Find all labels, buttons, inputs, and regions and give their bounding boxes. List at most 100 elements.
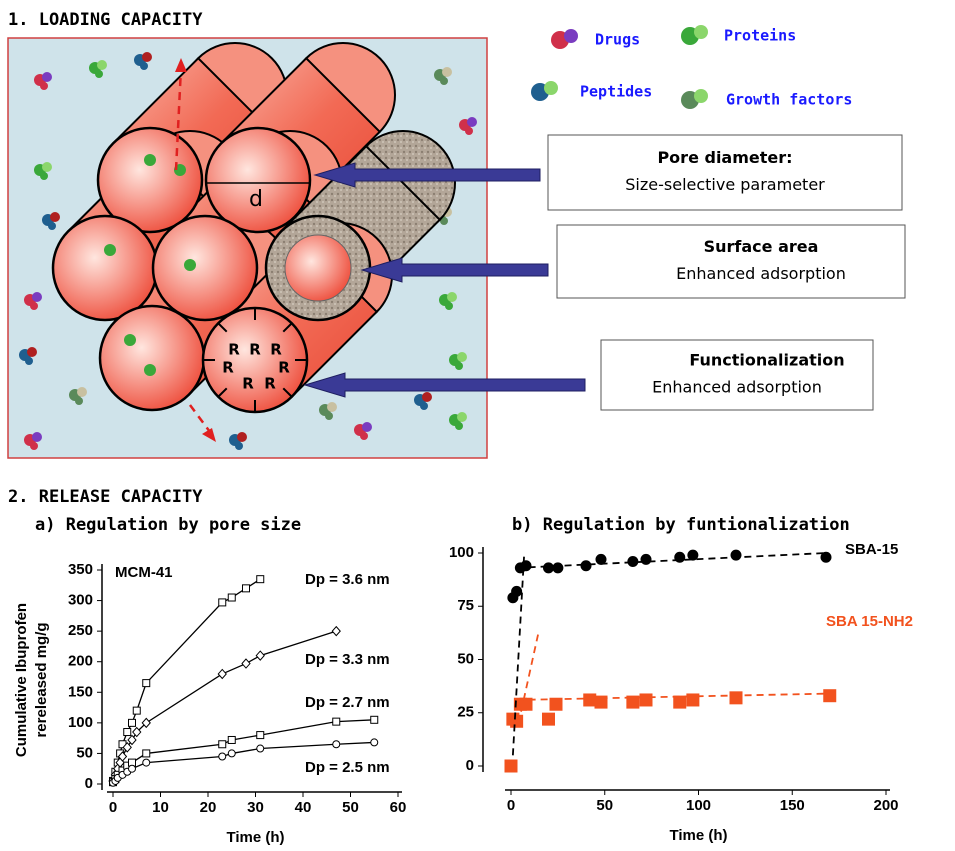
x-tick-label: 200 xyxy=(873,797,898,814)
y-tick-label: 75 xyxy=(457,597,474,614)
pore-end xyxy=(153,216,257,320)
y-tick-label: 250 xyxy=(68,622,93,639)
callout-title: Pore diameter: xyxy=(657,148,792,167)
pore-inner xyxy=(285,235,351,301)
molecule xyxy=(457,412,467,422)
molecule xyxy=(467,117,477,127)
marker xyxy=(584,694,596,706)
molecule xyxy=(40,82,48,90)
legend-icon xyxy=(544,81,558,95)
series-label: SBA-15 xyxy=(845,541,898,558)
section-title: 1. LOADING CAPACITY xyxy=(8,10,203,30)
marker xyxy=(730,692,742,704)
molecule xyxy=(32,432,42,442)
marker xyxy=(628,557,638,567)
molecule xyxy=(422,392,432,402)
marker xyxy=(124,729,131,736)
marker xyxy=(505,760,517,772)
molecule xyxy=(42,72,52,82)
x-tick-label: 50 xyxy=(342,799,359,816)
legend-label: Proteins xyxy=(724,27,796,45)
y-tick-label: 25 xyxy=(457,704,474,721)
series-label: Dp = 2.5 nm xyxy=(305,759,390,776)
series-line xyxy=(113,579,260,781)
x-tick-label: 30 xyxy=(247,799,264,816)
x-tick-label: 40 xyxy=(295,799,312,816)
molecule xyxy=(95,70,103,78)
y-tick-label: 100 xyxy=(449,544,474,561)
molecule xyxy=(124,334,136,346)
callout-text: Enhanced adsorption xyxy=(652,378,822,397)
legend-label: Growth factors xyxy=(726,91,852,109)
r-label: R xyxy=(249,341,261,359)
marker xyxy=(228,736,235,743)
r-label: R xyxy=(228,341,240,359)
molecule xyxy=(97,60,107,70)
marker xyxy=(512,586,522,596)
marker xyxy=(218,669,226,678)
molecule xyxy=(455,422,463,430)
page: 1. LOADING CAPACITY dRRRRRRR 2. RELEASE … xyxy=(0,0,955,851)
section-title: 2. RELEASE CAPACITY xyxy=(8,487,203,507)
r-label: R xyxy=(270,341,282,359)
marker xyxy=(228,594,235,601)
molecule xyxy=(42,162,52,172)
pore-label: d xyxy=(249,187,263,212)
pore-end xyxy=(100,306,204,410)
y-tick-label: 0 xyxy=(85,775,93,792)
x-tick-label: 0 xyxy=(507,797,515,814)
marker xyxy=(824,690,836,702)
molecule xyxy=(325,412,333,420)
r-label: R xyxy=(278,359,290,377)
fit-line xyxy=(517,553,826,568)
callout-box xyxy=(557,225,905,298)
marker xyxy=(256,651,264,660)
marker xyxy=(333,741,340,748)
molecule xyxy=(30,302,38,310)
r-label: R xyxy=(264,375,276,393)
callout-title: Functionalization xyxy=(689,351,844,370)
marker xyxy=(332,627,340,636)
molecule xyxy=(237,432,247,442)
marker xyxy=(243,585,250,592)
marker xyxy=(731,550,741,560)
molecule xyxy=(447,292,457,302)
molecule xyxy=(235,442,243,450)
marker xyxy=(228,750,235,757)
marker xyxy=(371,716,378,723)
molecule xyxy=(144,364,156,376)
x-tick-label: 0 xyxy=(109,799,117,816)
legend-label: Drugs xyxy=(595,31,640,49)
molecule xyxy=(104,244,116,256)
r-label: R xyxy=(242,375,254,393)
marker xyxy=(219,753,226,760)
series-label: SBA 15-NH2 xyxy=(826,613,913,630)
y-axis-label: Cumulative Ibuprofen xyxy=(13,603,30,757)
marker xyxy=(688,550,698,560)
molecule xyxy=(77,387,87,397)
legend-icon xyxy=(694,25,708,39)
x-tick-label: 150 xyxy=(780,797,805,814)
marker xyxy=(581,561,591,571)
x-tick-label: 100 xyxy=(686,797,711,814)
series-label: Dp = 2.7 nm xyxy=(305,694,390,711)
marker xyxy=(543,713,555,725)
chart-subtitle: b) Regulation by funtionalization xyxy=(512,515,850,535)
marker xyxy=(640,694,652,706)
x-tick-label: 50 xyxy=(596,797,613,814)
molecule xyxy=(30,442,38,450)
molecule xyxy=(455,362,463,370)
x-tick-label: 10 xyxy=(152,799,169,816)
callout-box xyxy=(548,135,902,210)
molecule xyxy=(445,302,453,310)
marker xyxy=(219,599,226,606)
marker xyxy=(511,715,523,727)
molecule xyxy=(140,62,148,70)
x-tick-label: 20 xyxy=(200,799,217,816)
marker xyxy=(219,741,226,748)
y-tick-label: 0 xyxy=(466,757,474,774)
marker xyxy=(133,707,140,714)
marker xyxy=(257,732,264,739)
y-tick-label: 50 xyxy=(457,650,474,667)
y-tick-label: 50 xyxy=(76,744,93,761)
